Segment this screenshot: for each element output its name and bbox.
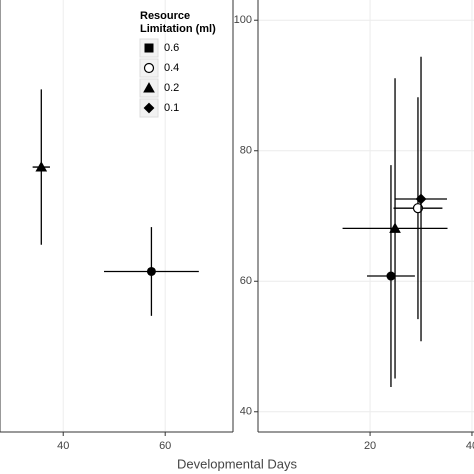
- x-tick-label: 60: [159, 440, 171, 452]
- x-tick-label: 20: [364, 440, 376, 452]
- marker: [143, 102, 155, 114]
- y-tick-label: 80: [240, 145, 252, 157]
- legend-label: 0.2: [164, 82, 179, 94]
- panel-background: [0, 0, 233, 432]
- panel: [258, 0, 474, 432]
- legend-title: Limitation (ml): [140, 23, 216, 35]
- marker: [412, 203, 424, 214]
- legend-label: 0.4: [164, 62, 179, 74]
- marker: [143, 82, 155, 93]
- marker: [389, 222, 401, 233]
- y-tick-label: 40: [240, 406, 252, 418]
- legend-label: 0.1: [164, 102, 179, 114]
- x-tick-label: 40: [466, 440, 474, 452]
- marker: [35, 161, 48, 172]
- x-tick-label: 40: [57, 440, 69, 452]
- y-tick-label: 100: [234, 14, 252, 26]
- panel-background: [258, 0, 474, 432]
- legend-label: 0.6: [164, 42, 179, 54]
- y-tick-label: 60: [240, 275, 252, 287]
- legend-title: Resource: [140, 10, 190, 22]
- x-axis-label: Developmental Days: [177, 456, 297, 471]
- marker: [143, 62, 155, 74]
- marker: [386, 271, 396, 281]
- marker: [146, 266, 156, 276]
- marker: [415, 193, 427, 205]
- panel: [0, 0, 233, 432]
- marker: [144, 43, 154, 53]
